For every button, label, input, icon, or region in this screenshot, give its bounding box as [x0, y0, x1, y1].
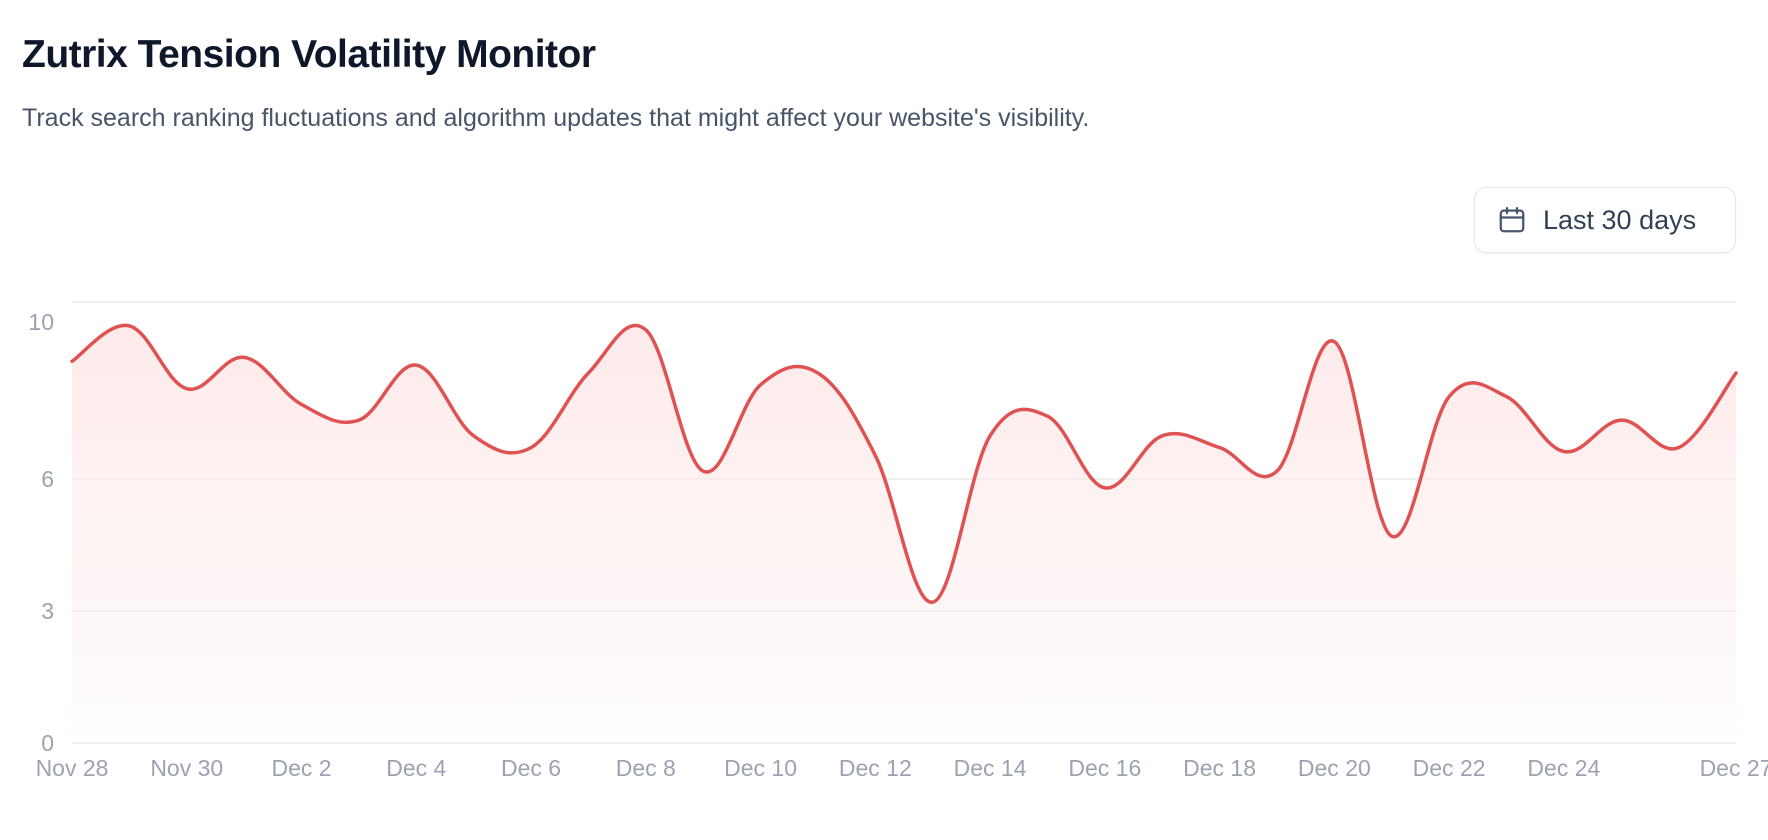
series-area: [72, 325, 1736, 743]
data-point[interactable]: [984, 430, 996, 442]
data-point[interactable]: [181, 383, 193, 395]
data-point[interactable]: [296, 398, 308, 410]
data-point[interactable]: [525, 442, 537, 454]
y-axis: 0 3 6 10: [28, 309, 54, 756]
y-tick-label: 0: [41, 730, 54, 756]
x-tick-label: Dec 6: [501, 755, 561, 781]
x-tick-label: Dec 16: [1068, 755, 1141, 781]
data-point[interactable]: [755, 379, 767, 391]
x-tick-label: Dec 4: [386, 755, 446, 781]
x-tick-label: Dec 8: [616, 755, 676, 781]
data-point[interactable]: [1443, 391, 1455, 403]
x-tick-label: Nov 28: [36, 755, 109, 781]
series-line: [70, 323, 1738, 604]
data-point[interactable]: [869, 449, 881, 461]
x-axis: Nov 28 Nov 30 Dec 2 Dec 4 Dec 6 Dec 8 Dec 10 De…: [36, 755, 1768, 781]
data-point[interactable]: [812, 367, 824, 379]
data-point[interactable]: [1615, 414, 1627, 426]
x-tick-label: Dec 22: [1413, 755, 1486, 781]
y-tick-label: 6: [41, 466, 54, 492]
data-point[interactable]: [353, 414, 365, 426]
x-tick-label: Dec 2: [271, 755, 331, 781]
data-point[interactable]: [582, 367, 594, 379]
page-subtitle: Track search ranking fluctuations and al…: [22, 104, 1090, 132]
data-point[interactable]: [1500, 391, 1512, 403]
data-point[interactable]: [1041, 410, 1053, 422]
x-tick-label: Nov 30: [150, 755, 223, 781]
chart-area-layer: [72, 325, 1736, 743]
x-tick-label: Dec 24: [1527, 755, 1600, 781]
data-point[interactable]: [1386, 530, 1398, 542]
data-point[interactable]: [1328, 336, 1340, 348]
data-point[interactable]: [1271, 465, 1283, 477]
x-tick-label: Dec 12: [839, 755, 912, 781]
x-tick-label: Dec 10: [724, 755, 797, 781]
data-point[interactable]: [697, 465, 709, 477]
calendar-icon: [1497, 205, 1527, 235]
y-tick-label: 3: [41, 598, 54, 624]
chart-line-layer: [70, 323, 1738, 604]
data-point[interactable]: [1558, 446, 1570, 458]
data-point[interactable]: [123, 320, 135, 332]
data-point[interactable]: [640, 324, 652, 336]
data-point[interactable]: [1156, 430, 1168, 442]
data-point[interactable]: [927, 596, 939, 608]
x-tick-label: Dec 18: [1183, 755, 1256, 781]
data-point[interactable]: [1673, 442, 1685, 454]
date-range-button[interactable]: Last 30 days: [1474, 187, 1736, 253]
data-point[interactable]: [1214, 442, 1226, 454]
page-title: Zutrix Tension Volatility Monitor: [22, 33, 596, 76]
y-tick-label: 10: [28, 309, 54, 335]
x-tick-label: Dec 20: [1298, 755, 1371, 781]
x-tick-label: Dec 27: [1700, 755, 1768, 781]
data-point[interactable]: [66, 355, 78, 367]
data-point[interactable]: [238, 351, 250, 363]
data-point[interactable]: [468, 430, 480, 442]
data-point[interactable]: [410, 359, 422, 371]
x-tick-label: Dec 14: [954, 755, 1027, 781]
data-point[interactable]: [1099, 482, 1111, 494]
date-range-label: Last 30 days: [1543, 204, 1697, 235]
data-point[interactable]: [1730, 367, 1742, 379]
